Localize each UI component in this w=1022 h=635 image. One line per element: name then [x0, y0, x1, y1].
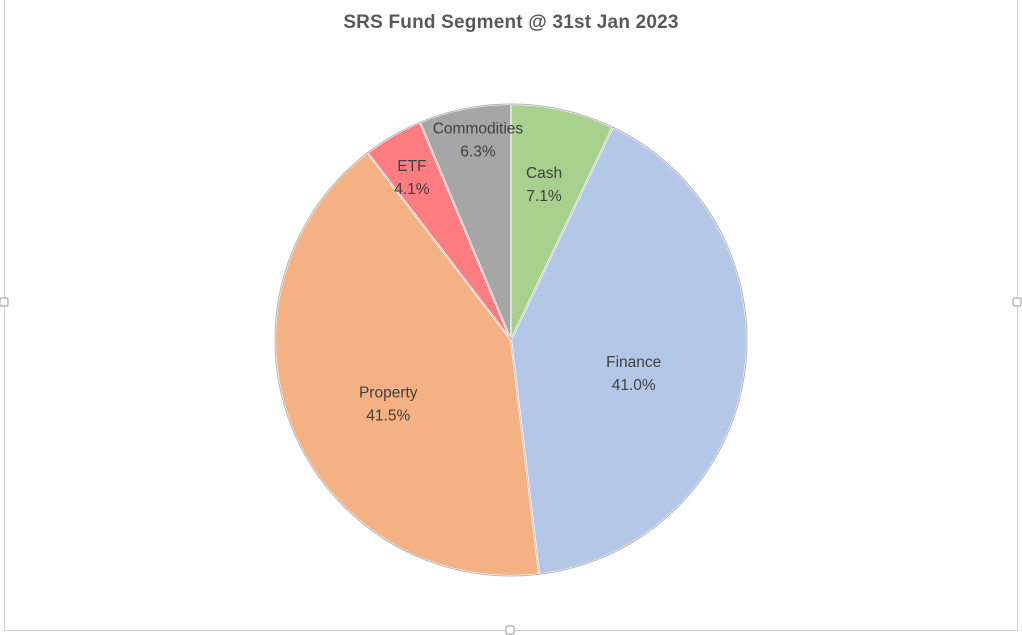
slice-separator [419, 122, 512, 341]
chart-title: SRS Fund Segment @ 31st Jan 2023 [343, 12, 679, 33]
slice-separator [510, 126, 614, 341]
slice-separator [367, 152, 512, 341]
slice-label-etf: ETF 4.1% [394, 158, 430, 198]
slice-separator [510, 339, 540, 575]
slice-label-cash: Cash 7.1% [526, 165, 562, 205]
slice-label-property: Property 41.5% [359, 385, 418, 425]
slice-label-finance: Finance 41.0% [606, 354, 661, 394]
slice-label-commodities: Commodities 6.3% [433, 120, 524, 160]
pie-outline [274, 103, 748, 577]
selection-handle-right[interactable] [1012, 297, 1022, 307]
chart-border-left [4, 0, 5, 630]
selection-handle-left[interactable] [0, 297, 9, 307]
chart-border-right [1017, 0, 1018, 630]
selection-handle-bottom[interactable] [505, 625, 515, 635]
